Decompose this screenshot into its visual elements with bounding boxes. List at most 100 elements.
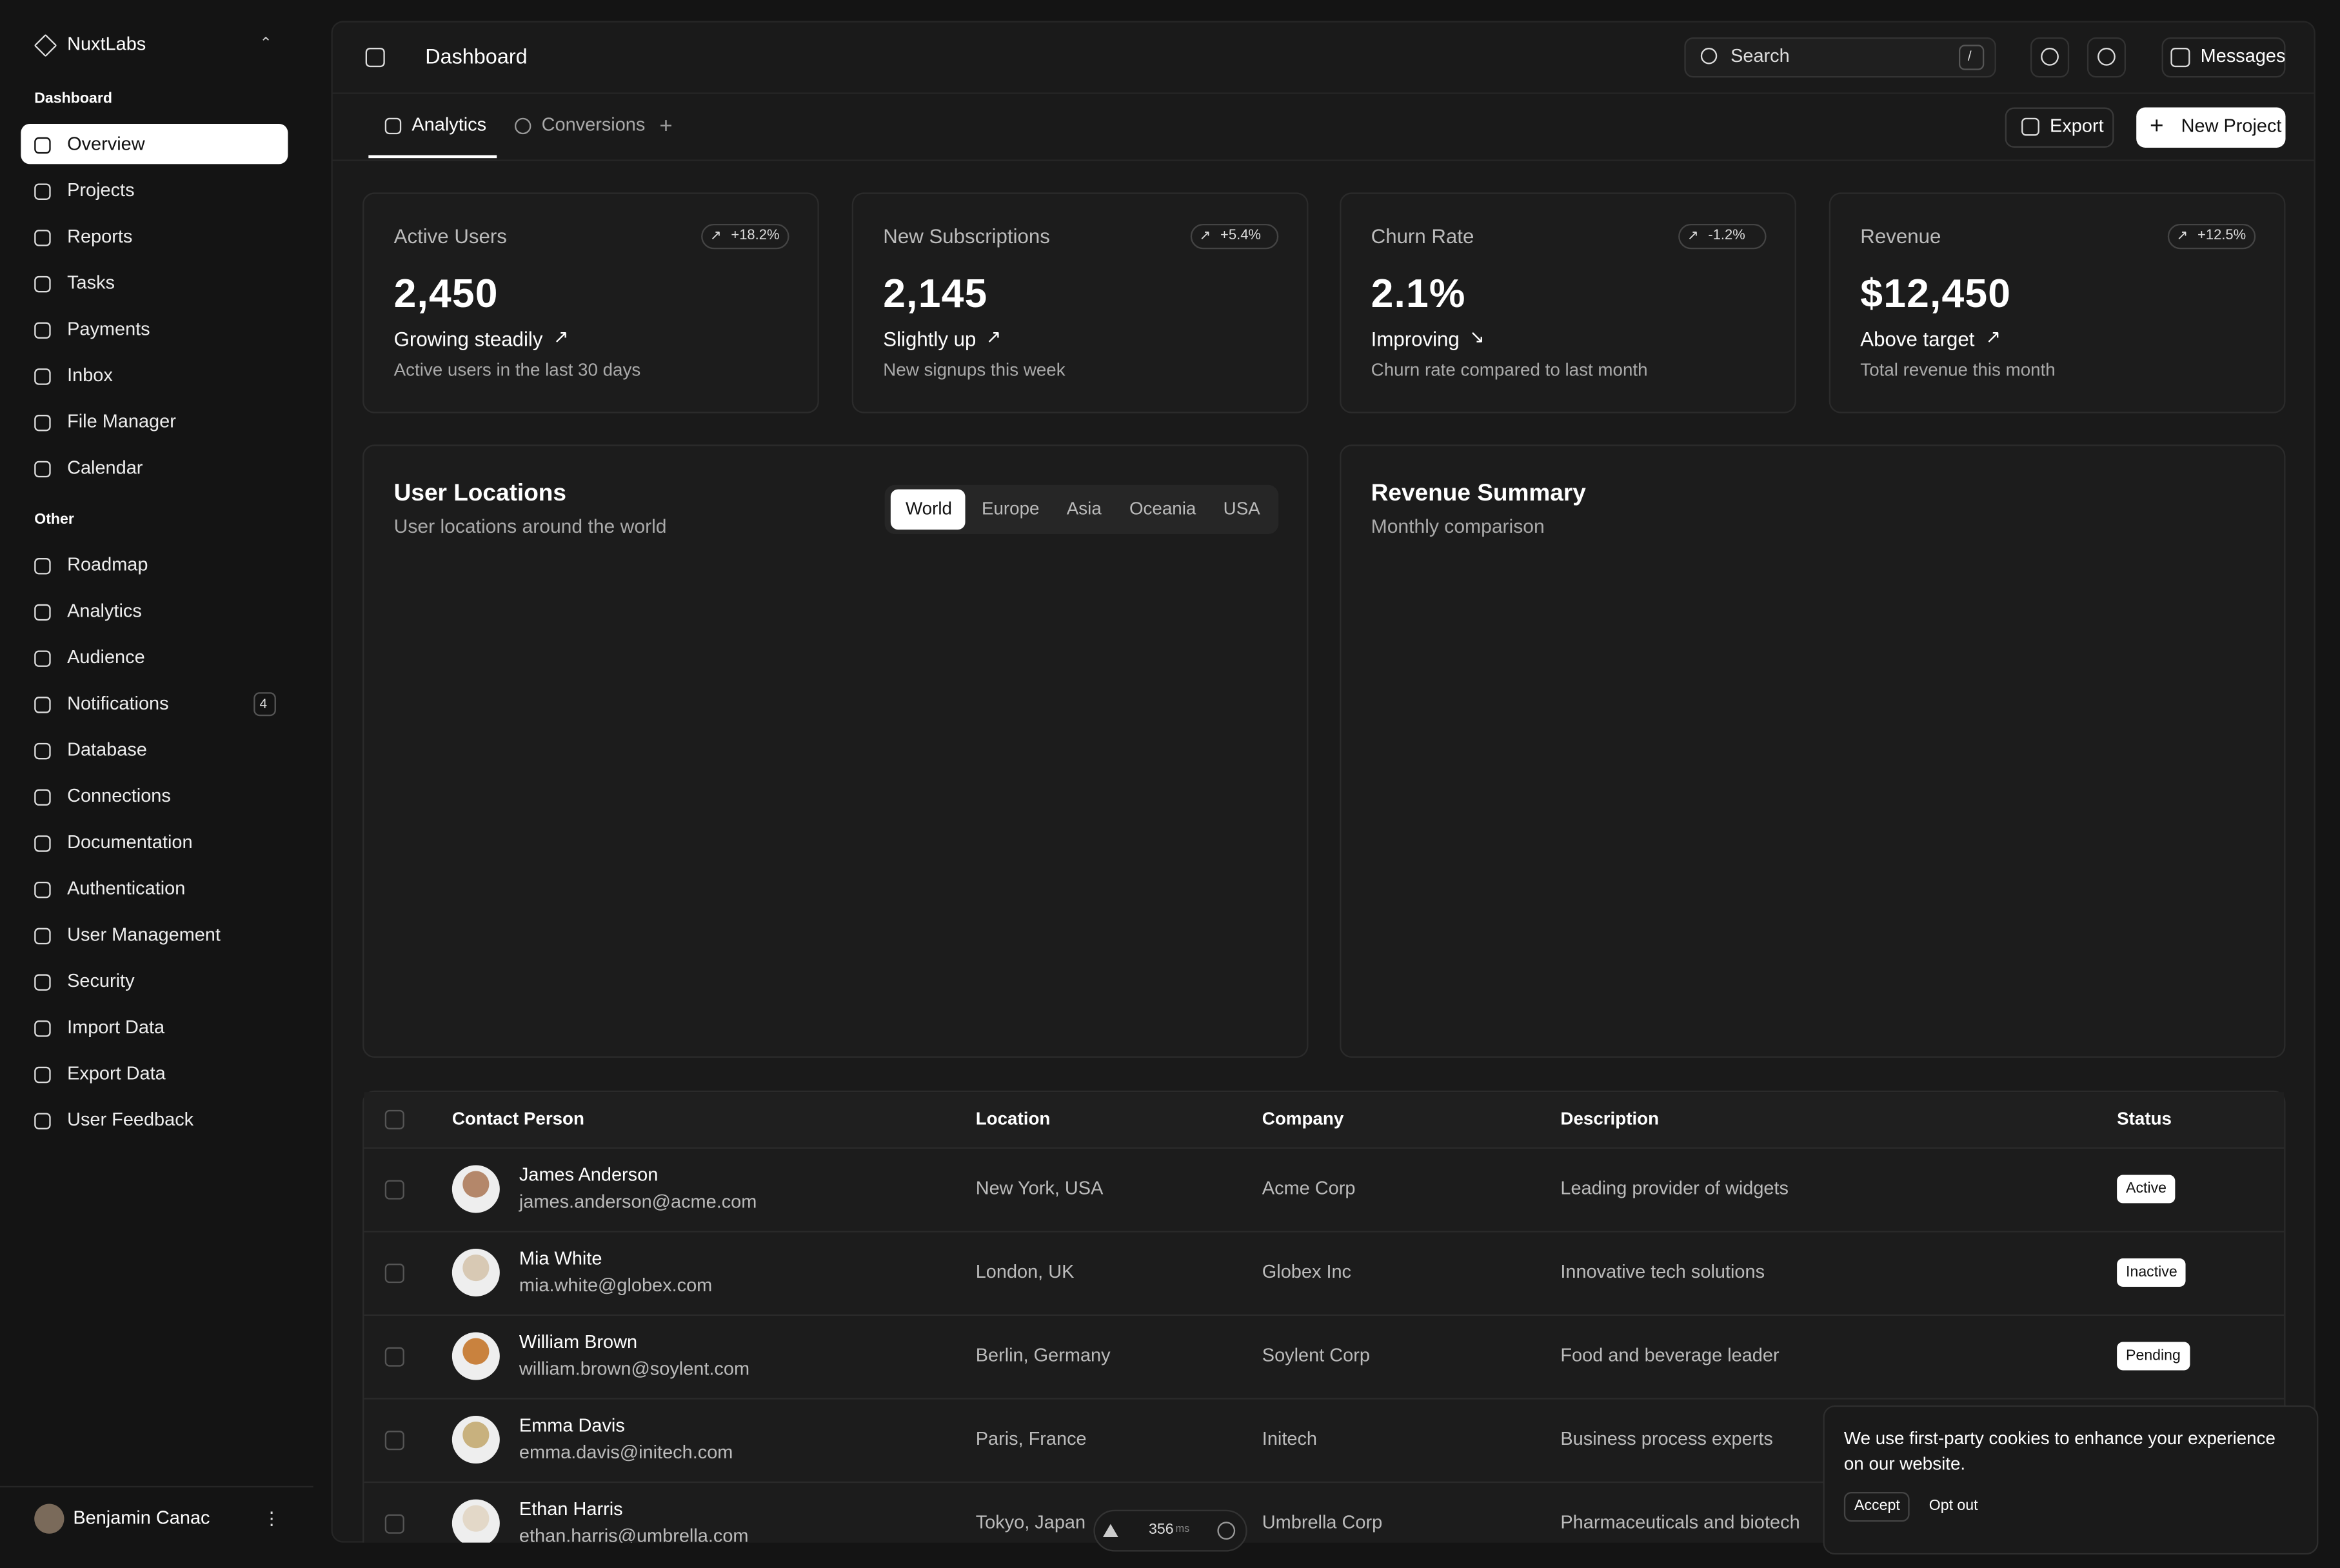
change-value: +5.4%: [1220, 227, 1261, 244]
contact-email: james.anderson@acme.com: [519, 1191, 757, 1213]
description: Innovative tech solutions: [1560, 1261, 1765, 1283]
nav-label: File Manager: [67, 411, 176, 432]
icon: [34, 1066, 51, 1083]
region-tab[interactable]: USA: [1223, 498, 1260, 519]
status-badge: Pending: [2117, 1342, 2190, 1371]
checkbox[interactable]: [384, 1180, 404, 1200]
description: Pharmaceuticals and biotech: [1560, 1512, 1800, 1533]
stat-label: Churn Rate: [1371, 225, 1474, 248]
opt-out-label[interactable]: Opt out: [1929, 1498, 1978, 1514]
company: Globex Inc: [1262, 1261, 1352, 1283]
icon: [34, 603, 51, 620]
section-label: Other: [34, 511, 74, 528]
card: [362, 192, 819, 413]
change-badge: [2167, 223, 2256, 250]
avatar: [451, 1499, 500, 1543]
checkbox[interactable]: [384, 1514, 404, 1534]
divider: [331, 159, 2315, 161]
tab[interactable]: Conversions: [541, 114, 646, 135]
location: London, UK: [975, 1261, 1075, 1283]
icon: [34, 413, 51, 431]
nav-label: Tasks: [67, 272, 115, 293]
nav-label: Roadmap: [67, 554, 148, 575]
location: New York, USA: [975, 1178, 1104, 1199]
trend-icon: ↗: [1199, 227, 1211, 243]
region-tab[interactable]: Europe: [981, 498, 1040, 519]
column-header: Company: [1262, 1108, 1344, 1129]
icon-button[interactable]: [2030, 37, 2070, 78]
new-project-button[interactable]: [2136, 107, 2286, 148]
contact-name: William Brown: [519, 1331, 638, 1353]
icon: [34, 229, 51, 246]
nav-label: Database: [67, 739, 147, 760]
badge: [253, 692, 276, 717]
card: [362, 444, 1309, 1058]
user-name: Benjamin Canac: [73, 1507, 210, 1529]
checkbox[interactable]: [384, 1347, 404, 1367]
accept-button[interactable]: [1843, 1492, 1910, 1522]
search-box[interactable]: [1684, 37, 1996, 78]
icon: [384, 117, 402, 134]
icon: [34, 835, 51, 851]
chart-subtitle: Monthly comparison: [1371, 515, 1545, 538]
nav-label: Notifications: [67, 693, 169, 714]
icon-button[interactable]: [2087, 37, 2127, 78]
status-badge: Inactive: [2117, 1258, 2186, 1287]
region-tab[interactable]: World: [905, 498, 952, 519]
description: Food and beverage leader: [1560, 1345, 1780, 1366]
nav-label: User Management: [67, 924, 221, 946]
icon: [1700, 48, 1718, 65]
status-badge: Active: [2117, 1175, 2176, 1204]
icon: [34, 650, 51, 666]
contact-email: emma.davis@initech.com: [519, 1442, 733, 1463]
trend-icon: ↗: [986, 326, 1002, 348]
change-value: +12.5%: [2197, 227, 2246, 244]
nuxt-icon: ⛰: [1102, 1519, 1119, 1542]
contact-name: Ethan Harris: [519, 1498, 623, 1520]
icon: [34, 788, 51, 805]
icon: [34, 927, 51, 944]
icon: [34, 973, 51, 990]
stat-description: Total revenue this month: [1860, 359, 2056, 381]
accept-label: Accept: [1854, 1498, 1900, 1514]
nav-label: Payments: [67, 318, 150, 340]
checkbox[interactable]: [384, 1264, 404, 1284]
icon: [2097, 48, 2116, 66]
region-tab[interactable]: Asia: [1066, 498, 1102, 519]
icon: [365, 46, 385, 66]
nav-label: Authentication: [67, 878, 186, 899]
avatar: [451, 1248, 500, 1296]
icon: [34, 557, 51, 574]
tab[interactable]: Analytics: [411, 114, 487, 135]
export-button[interactable]: [2005, 107, 2114, 148]
column-header: Status: [2117, 1108, 2172, 1129]
nav-label: Projects: [67, 179, 135, 201]
icon: [34, 696, 51, 713]
stat-status: Improving: [1371, 328, 1460, 351]
messages-button[interactable]: [2161, 37, 2286, 78]
avatar: [451, 1416, 500, 1464]
checkbox[interactable]: [384, 1431, 404, 1451]
description: Business process experts: [1560, 1428, 1773, 1450]
icon: [34, 742, 51, 759]
location: Paris, France: [975, 1428, 1087, 1450]
location: Tokyo, Japan: [975, 1512, 1086, 1533]
column-header: Location: [975, 1108, 1051, 1129]
page-title: Dashboard: [425, 44, 528, 68]
kbd: [1958, 45, 1985, 70]
icon: [1217, 1522, 1236, 1540]
change-value: -1.2%: [1708, 227, 1745, 244]
contact-name: James Anderson: [519, 1164, 659, 1186]
stat-description: Active users in the last 30 days: [393, 359, 641, 381]
export-label: Export: [2050, 115, 2104, 137]
panel-title: User Locations: [393, 481, 567, 507]
nav-active: [21, 123, 288, 164]
checkbox: [384, 1109, 404, 1129]
region-tab[interactable]: Oceania: [1129, 498, 1196, 519]
company: Umbrella Corp: [1262, 1512, 1383, 1533]
user-avatar: [34, 1503, 64, 1534]
section-label: Dashboard: [34, 91, 113, 108]
